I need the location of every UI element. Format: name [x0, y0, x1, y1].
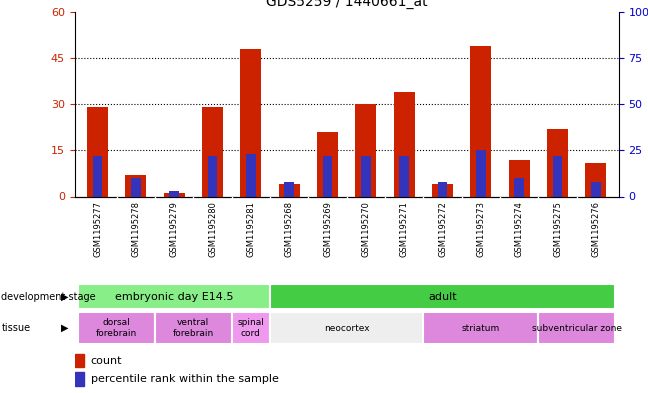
Bar [131, 178, 141, 196]
Text: GSM1195280: GSM1195280 [208, 201, 217, 257]
Bar [93, 156, 102, 196]
Bar [437, 182, 447, 196]
Bar [208, 156, 217, 196]
Bar [78, 312, 155, 344]
Text: GSM1195272: GSM1195272 [438, 201, 447, 257]
Bar [399, 156, 409, 196]
Bar [538, 312, 615, 344]
Bar [476, 150, 485, 196]
Bar [547, 129, 568, 196]
Text: embryonic day E14.5: embryonic day E14.5 [115, 292, 233, 302]
Bar [553, 156, 562, 196]
Bar [323, 156, 332, 196]
Bar [470, 46, 491, 196]
Text: GSM1195277: GSM1195277 [93, 201, 102, 257]
Bar [232, 312, 270, 344]
Bar [393, 92, 415, 196]
Bar [75, 354, 84, 367]
Text: GSM1195268: GSM1195268 [284, 201, 294, 257]
Bar [246, 154, 256, 196]
Text: GSM1195271: GSM1195271 [400, 201, 409, 257]
Bar [585, 163, 607, 196]
Bar [432, 184, 453, 196]
Bar [423, 312, 538, 344]
Text: GSM1195275: GSM1195275 [553, 201, 562, 257]
Title: GDS5259 / 1440661_at: GDS5259 / 1440661_at [266, 0, 428, 9]
Bar [155, 312, 232, 344]
Text: ▶: ▶ [60, 323, 68, 333]
Text: GSM1195269: GSM1195269 [323, 201, 332, 257]
Text: GSM1195273: GSM1195273 [476, 201, 485, 257]
Bar [169, 191, 179, 196]
Bar [240, 49, 261, 196]
Bar [284, 182, 294, 196]
Bar [361, 156, 371, 196]
Bar [164, 193, 185, 196]
Text: GSM1195279: GSM1195279 [170, 201, 179, 257]
Bar [125, 175, 146, 196]
Text: GSM1195281: GSM1195281 [246, 201, 255, 257]
Bar [591, 182, 601, 196]
Text: spinal
cord: spinal cord [237, 318, 264, 338]
Bar [515, 178, 524, 196]
Text: neocortex: neocortex [324, 324, 369, 332]
Bar [270, 312, 423, 344]
Bar [355, 104, 376, 196]
Text: dorsal
forebrain: dorsal forebrain [96, 318, 137, 338]
Bar [279, 184, 300, 196]
Text: percentile rank within the sample: percentile rank within the sample [91, 374, 279, 384]
Text: GSM1195278: GSM1195278 [132, 201, 141, 257]
Text: ventral
forebrain: ventral forebrain [173, 318, 214, 338]
Bar [75, 372, 84, 386]
Bar [317, 132, 338, 196]
Text: tissue: tissue [1, 323, 30, 333]
Bar [202, 107, 223, 196]
Bar [509, 160, 529, 196]
Text: development stage: development stage [1, 292, 96, 302]
Text: GSM1195270: GSM1195270 [362, 201, 371, 257]
Bar [78, 285, 270, 309]
Text: adult: adult [428, 292, 457, 302]
Text: GSM1195274: GSM1195274 [515, 201, 524, 257]
Text: count: count [91, 356, 122, 366]
Text: subventricular zone: subventricular zone [531, 324, 621, 332]
Text: striatum: striatum [462, 324, 500, 332]
Text: ▶: ▶ [60, 292, 68, 302]
Bar [270, 285, 615, 309]
Bar [87, 107, 108, 196]
Text: GSM1195276: GSM1195276 [592, 201, 600, 257]
